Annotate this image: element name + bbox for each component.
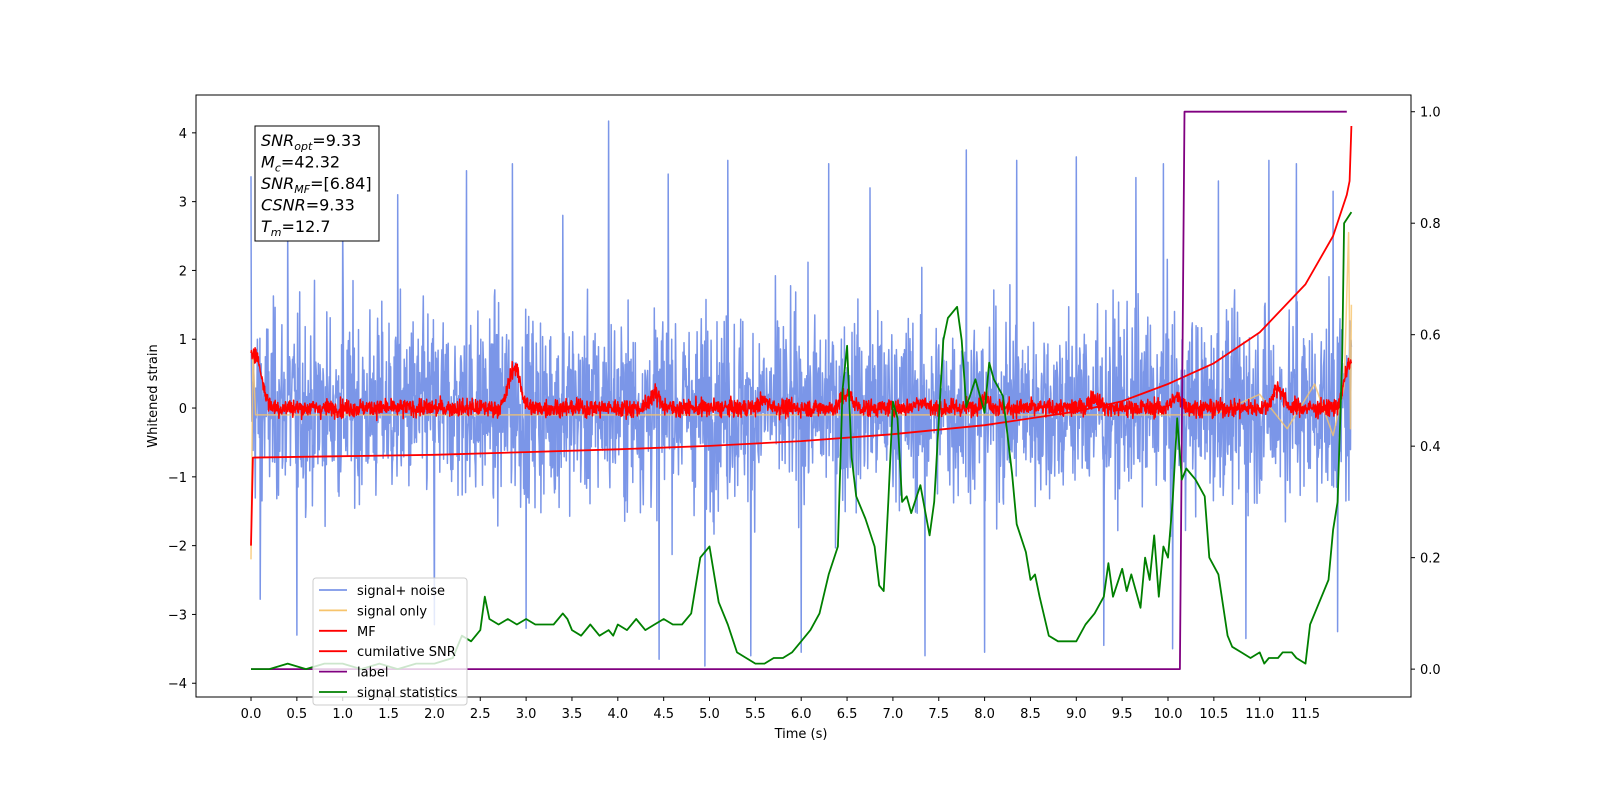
info-box: SNRopt=9.33Mc=42.32SNRMF=[6.84]CSNR=9.33… <box>254 125 380 242</box>
legend-label: MF <box>357 625 376 640</box>
x-tick-label: 11.0 <box>1245 707 1274 722</box>
y2-tick-label: 1.0 <box>1420 106 1441 121</box>
y-tick-label: 3 <box>179 196 187 211</box>
y2-tick-label: 0.8 <box>1420 217 1441 232</box>
legend-label: signal only <box>357 604 427 619</box>
x-axis-ticks: 0.0 0.5 1.0 1.5 2.0 2.5 3.0 3.5 4.0 4.5 5.0 5.5 6.0 6… <box>241 697 1320 722</box>
x-tick-label: 4.0 <box>607 707 628 722</box>
x-tick-label: 6.0 <box>791 707 812 722</box>
info-line: CSNR=9.33 <box>261 196 355 215</box>
x-tick-label: 1.5 <box>378 707 399 722</box>
info-box-frame <box>254 125 380 242</box>
x-tick-label: 5.0 <box>699 707 720 722</box>
x-tick-label: 0.5 <box>287 707 308 722</box>
y-tick-label: 0 <box>179 402 187 417</box>
x-tick-label: 9.5 <box>1112 707 1133 722</box>
y-tick-label: 1 <box>179 333 187 348</box>
x-tick-label: 2.5 <box>470 707 491 722</box>
y2-tick-label: 0.0 <box>1420 663 1441 678</box>
y-tick-label: −4 <box>168 677 187 692</box>
series-group <box>250 110 1353 670</box>
y-axis-ticks: 4 3 2 1 0 −1 −2 −3 −4 <box>168 127 196 692</box>
x-tick-label: 2.0 <box>424 707 445 722</box>
series-signal-statistics <box>251 211 1353 670</box>
legend-label: signal statistics <box>357 686 458 701</box>
x-tick-label: 6.5 <box>837 707 858 722</box>
x-tick-label: 0.0 <box>241 707 262 722</box>
x-axis-label: Time (s) <box>774 727 828 742</box>
info-line: SNRopt=9.33 <box>261 131 361 153</box>
x-tick-label: 3.0 <box>516 707 537 722</box>
y-tick-label: −2 <box>168 540 187 555</box>
legend-label: label <box>357 666 388 681</box>
info-line: Tm=12.7 <box>261 217 331 239</box>
x-tick-label: 7.0 <box>883 707 904 722</box>
legend-label: signal+ noise <box>357 584 445 599</box>
x-tick-label: 1.0 <box>332 707 353 722</box>
x-tick-label: 7.5 <box>928 707 949 722</box>
y2-tick-label: 0.2 <box>1420 552 1441 567</box>
y-tick-label: −1 <box>168 471 187 486</box>
legend-label: cumilative SNR <box>357 645 456 660</box>
x-tick-label: 10.0 <box>1154 707 1183 722</box>
y-axis-label: Whitened strain <box>146 344 161 447</box>
y-tick-label: 4 <box>179 127 187 142</box>
info-line: Mc=42.32 <box>261 153 340 175</box>
y-tick-label: −3 <box>168 608 187 623</box>
x-tick-label: 8.0 <box>974 707 995 722</box>
plot-data-layer <box>250 110 1353 670</box>
x-tick-label: 10.5 <box>1199 707 1228 722</box>
x-tick-label: 9.0 <box>1066 707 1087 722</box>
y2-axis-ticks: 1.0 0.8 0.6 0.4 0.2 0.0 <box>1411 106 1441 678</box>
series-cumilative-snr <box>250 125 1353 546</box>
y-tick-label: 2 <box>179 264 187 279</box>
legend: signal+ noise signal only MF cumilative SNR… <box>312 577 468 706</box>
x-tick-label: 3.5 <box>562 707 583 722</box>
x-tick-label: 4.5 <box>653 707 674 722</box>
y2-tick-label: 0.6 <box>1420 329 1441 344</box>
series-label <box>251 110 1347 670</box>
x-tick-label: 5.5 <box>745 707 766 722</box>
series-mf <box>250 347 1353 422</box>
plot-frame <box>195 94 1412 698</box>
x-tick-label: 8.5 <box>1020 707 1041 722</box>
y2-tick-label: 0.4 <box>1420 440 1441 455</box>
info-line: SNRMF=[6.84] <box>261 174 372 196</box>
x-tick-label: 11.5 <box>1291 707 1320 722</box>
legend-frame <box>312 577 468 706</box>
